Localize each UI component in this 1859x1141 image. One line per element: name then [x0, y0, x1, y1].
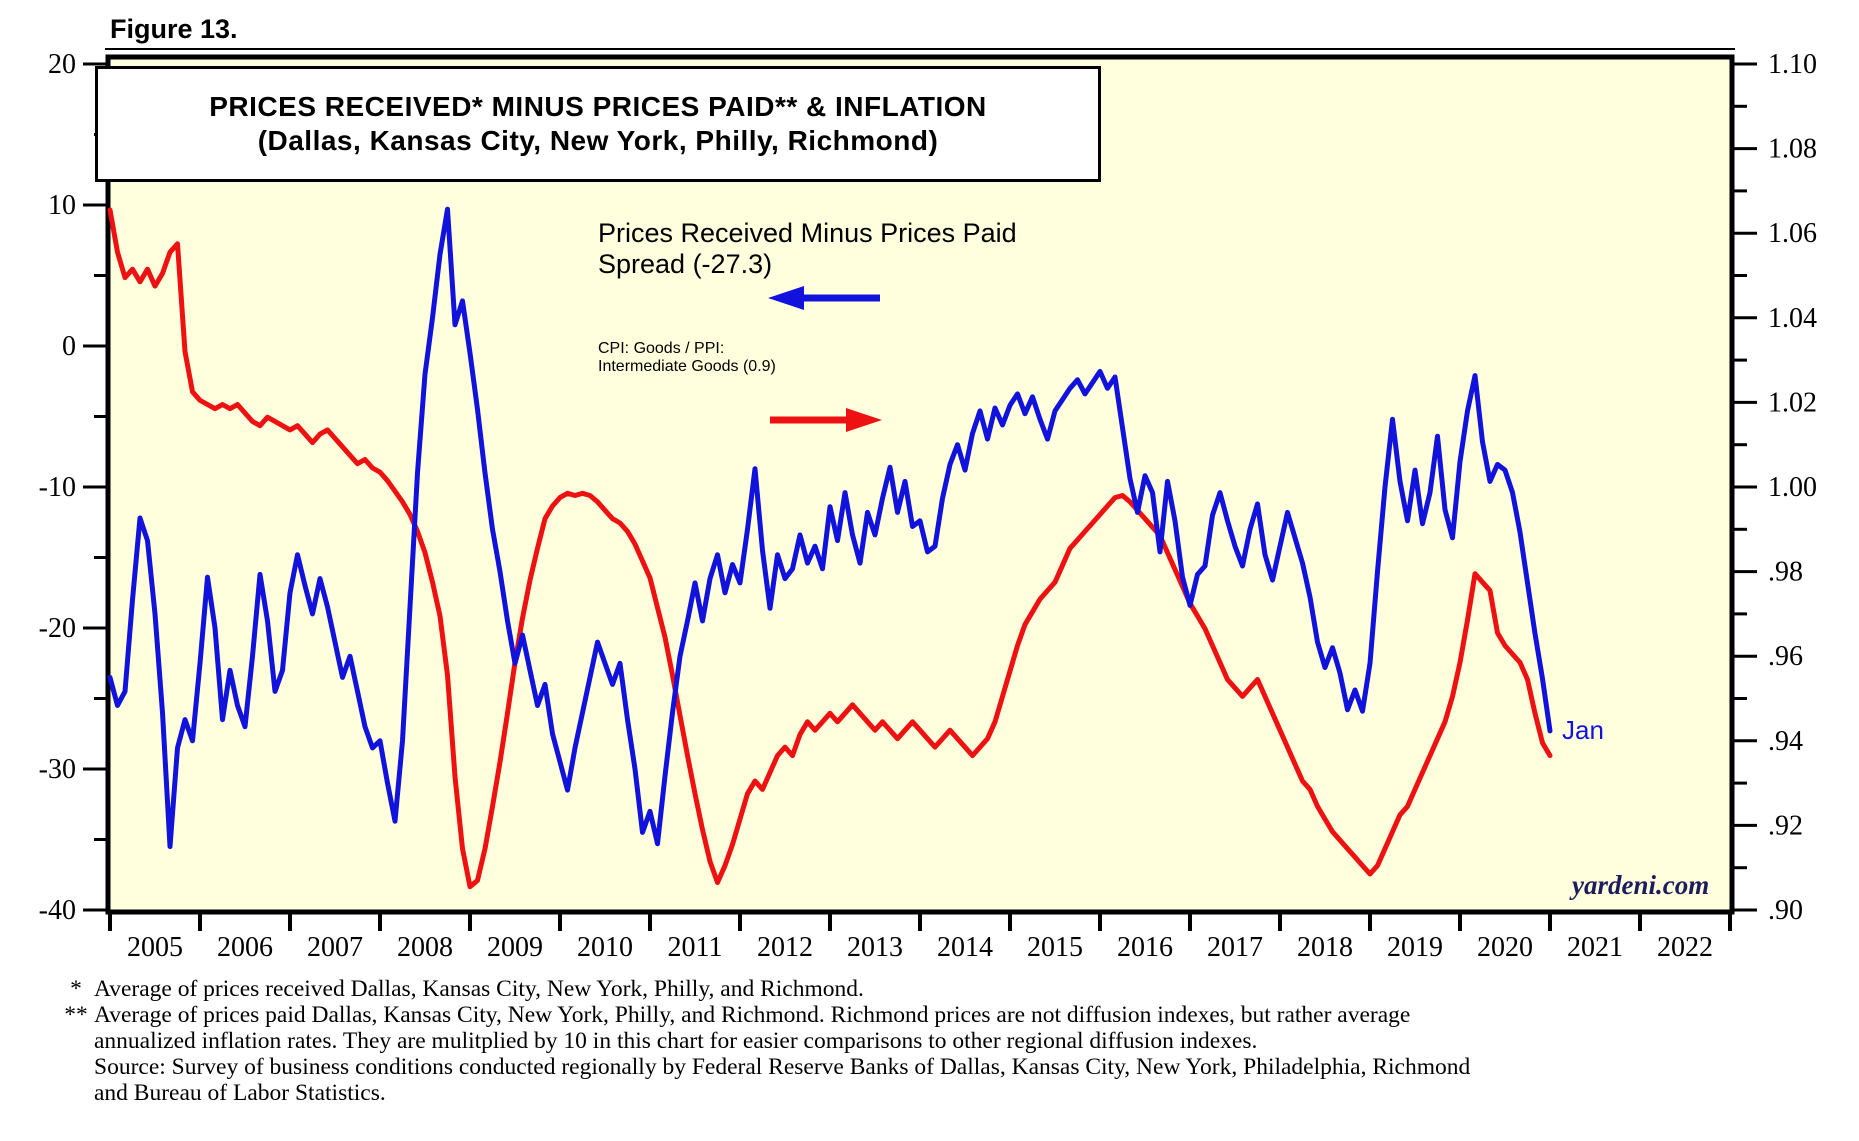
left-axis-tick-label: 20: [48, 49, 76, 80]
right-axis-tick-label: .90: [1768, 895, 1803, 926]
left-axis-tick-label: -20: [39, 613, 76, 644]
x-axis-year-label: 2011: [668, 932, 723, 963]
watermark-text: yardeni.com: [1572, 870, 1710, 900]
x-axis-year-label: 2012: [757, 932, 813, 963]
last-point-month-label: Jan: [1562, 714, 1604, 745]
left-axis-tick-label: -30: [39, 754, 76, 785]
footnote-row: * Average of prices received Dallas, Kan…: [58, 976, 1478, 1002]
x-axis-year-label: 2005: [127, 932, 183, 963]
chart-title-line1: PRICES RECEIVED* MINUS PRICES PAID** & I…: [209, 91, 987, 122]
footnote-row: Source: Survey of business conditions co…: [58, 1054, 1478, 1106]
left-axis-tick-label: 10: [48, 190, 76, 221]
footnote-text: Average of prices paid Dallas, Kansas Ci…: [94, 1002, 1411, 1054]
x-axis-year-label: 2014: [937, 932, 993, 963]
x-axis-year-label: 2009: [487, 932, 543, 963]
legend-inflation-label-line1: CPI: Goods / PPI:: [598, 340, 725, 357]
inflation-legend-arrow-right-icon: [846, 408, 882, 432]
left-axis-tick-label: -40: [39, 895, 76, 926]
right-axis-tick-label: .92: [1768, 810, 1803, 841]
legend-inflation-label-line2: Intermediate Goods (0.9): [598, 358, 776, 375]
right-axis-tick-label: 1.10: [1768, 49, 1817, 80]
footnotes-block: * Average of prices received Dallas, Kan…: [58, 976, 1478, 1106]
footnote-row: ** Average of prices paid Dallas, Kansas…: [58, 1002, 1478, 1054]
x-axis-year-label: 2010: [577, 932, 633, 963]
footnote-text: Source: Survey of business conditions co…: [94, 1054, 1471, 1106]
x-axis-year-label: 2008: [397, 932, 453, 963]
footnote-marker: *: [70, 976, 82, 1002]
x-axis-year-label: 2016: [1117, 932, 1173, 963]
right-axis-tick-label: 1.00: [1768, 472, 1817, 503]
legend-spread-label-line1: Prices Received Minus Prices Paid: [598, 218, 1017, 248]
chart-title-line2: (Dallas, Kansas City, New York, Philly, …: [257, 125, 939, 156]
x-axis-year-label: 2022: [1657, 932, 1713, 963]
chart-title-box: PRICES RECEIVED* MINUS PRICES PAID** & I…: [95, 66, 1101, 182]
footnote-text: Average of prices received Dallas, Kansa…: [94, 976, 864, 1002]
legend-spread-label-line2: Spread (-27.3): [598, 249, 773, 279]
right-axis-tick-label: 1.08: [1768, 134, 1817, 165]
right-axis-tick-label: 1.04: [1768, 303, 1817, 334]
inflation-series-line: [107, 207, 1553, 890]
x-axis-year-label: 2015: [1027, 932, 1083, 963]
right-axis-tick-label: .98: [1768, 557, 1803, 588]
legend-spread: Prices Received Minus Prices Paid Spread…: [598, 218, 1017, 280]
x-axis-year-label: 2007: [307, 932, 363, 963]
right-axis-tick-label: .96: [1768, 641, 1803, 672]
x-axis-year-label: 2021: [1567, 932, 1623, 963]
x-axis-year-label: 2020: [1477, 932, 1533, 963]
x-axis-year-label: 2019: [1387, 932, 1443, 963]
footnote-marker: [58, 1054, 94, 1106]
legend-inflation: CPI: Goods / PPI: Intermediate Goods (0.…: [598, 340, 776, 376]
x-axis-year-label: 2013: [847, 932, 903, 963]
right-axis-tick-label: 1.02: [1768, 387, 1817, 418]
right-axis-tick-label: .94: [1768, 726, 1803, 757]
plot-background: [108, 57, 1732, 912]
spread-legend-arrow-left-icon: [768, 286, 804, 310]
right-axis-tick-label: 1.06: [1768, 218, 1817, 249]
spread-series-line: [107, 206, 1553, 849]
x-axis-year-label: 2018: [1297, 932, 1353, 963]
footnote-marker: **: [64, 1002, 88, 1028]
left-axis-tick-label: -10: [39, 472, 76, 503]
x-axis-year-label: 2006: [217, 932, 273, 963]
x-axis-year-label: 2017: [1207, 932, 1263, 963]
figure-number-label: Figure 13.: [110, 14, 238, 44]
left-axis-tick-label: 0: [62, 331, 76, 362]
